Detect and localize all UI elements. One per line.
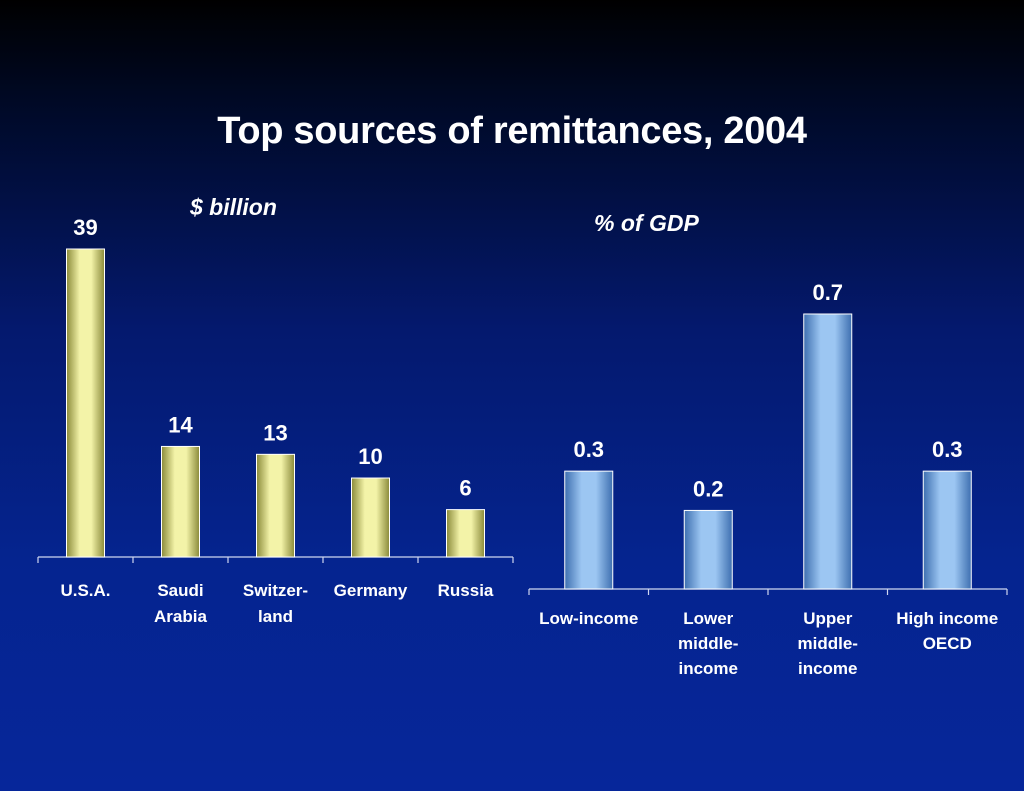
left-chart-subtitle: $ billion [190,194,277,220]
category-label: income [678,659,738,678]
category-label: Arabia [154,607,207,626]
bar-value-label: 0.3 [573,437,604,462]
right-chart-subtitle: % of GDP [594,210,699,236]
bar [564,470,614,590]
category-label: Saudi [157,581,203,600]
category-label: land [258,607,293,626]
category-label: Russia [438,581,494,600]
bar-value-label: 10 [358,444,382,469]
category-label: High income [896,609,998,628]
bar [683,509,733,590]
bar-value-label: 13 [263,420,287,445]
chart-title: Top sources of remittances, 2004 [217,110,807,152]
category-label: U.S.A. [60,581,110,600]
bar [922,470,972,590]
bar-value-label: 39 [73,215,97,240]
right-bar-chart: 0.3 Low-income 0.2 Lower middle-income 0.7 Upp… [528,280,1008,678]
category-label: Switzer- [243,581,308,600]
bar [351,477,390,558]
category-label: income [798,659,858,678]
category-label: middle- [798,634,858,653]
bar [803,313,853,590]
category-label: Upper [803,609,853,628]
left-bar-chart: 39 U.S.A. 14 Saudi Arabia 13 Switzer-land 10 Ger… [37,215,514,626]
bar-value-label: 0.2 [693,476,724,501]
bar-value-label: 14 [168,412,193,437]
category-label: Lower [683,609,733,628]
bar [161,445,200,558]
category-label: OECD [923,634,972,653]
bar [446,509,485,558]
category-label: middle- [678,634,738,653]
bar-value-label: 0.7 [812,280,843,305]
bar [256,453,295,558]
bar [66,248,105,558]
bar-value-label: 0.3 [932,437,963,462]
category-label: Low-income [539,609,638,628]
bar-value-label: 6 [459,476,471,501]
category-label: Germany [334,581,408,600]
